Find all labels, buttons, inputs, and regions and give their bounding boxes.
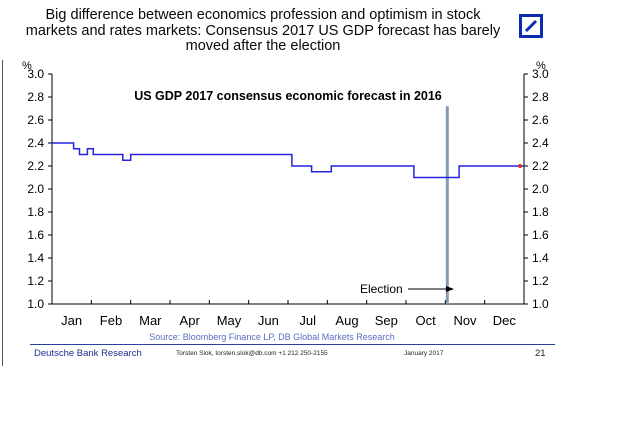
y-tick-label-left: 1.8 bbox=[27, 205, 44, 219]
x-tick-label: Sep bbox=[375, 313, 398, 328]
x-tick-label: Feb bbox=[100, 313, 122, 328]
chart-source: Source: Bloomberg Finance LP, DB Global … bbox=[149, 332, 394, 342]
x-tick-label: May bbox=[217, 313, 242, 328]
x-tick-label: Nov bbox=[453, 313, 477, 328]
y-tick-label-left: 1.0 bbox=[27, 297, 44, 311]
footer-organization: Deutsche Bank Research bbox=[34, 348, 142, 359]
latest-value-marker bbox=[518, 164, 523, 168]
election-arrow-head bbox=[446, 286, 454, 292]
y-tick-label-right: 2.0 bbox=[532, 182, 549, 196]
y-tick-label-right: 1.0 bbox=[532, 297, 549, 311]
y-tick-label-right: 2.6 bbox=[532, 113, 549, 127]
chart-title: US GDP 2017 consensus economic forecast … bbox=[134, 89, 442, 103]
y-tick-label-left: 3.0 bbox=[27, 67, 44, 81]
x-tick-label: Apr bbox=[180, 313, 201, 328]
y-tick-label-left: 2.6 bbox=[27, 113, 44, 127]
y-tick-label-left: 1.4 bbox=[27, 251, 44, 265]
footer-page-number: 21 bbox=[535, 348, 546, 359]
y-tick-label-left: 2.0 bbox=[27, 182, 44, 196]
x-tick-label: Mar bbox=[139, 313, 162, 328]
y-tick-label-right: 1.4 bbox=[532, 251, 549, 265]
footer-author: Torsten Slok, torsten.slok@db.com +1 212… bbox=[176, 350, 328, 357]
y-tick-label-right: 2.2 bbox=[532, 159, 549, 173]
x-tick-label: Dec bbox=[493, 313, 517, 328]
x-tick-label: Jan bbox=[61, 313, 82, 328]
y-tick-label-left: 2.8 bbox=[27, 90, 44, 104]
y-tick-label-right: 1.8 bbox=[532, 205, 549, 219]
y-axis-unit-right: % bbox=[536, 60, 546, 72]
logo-slash-icon bbox=[524, 19, 538, 33]
y-tick-label-left: 1.2 bbox=[27, 274, 44, 288]
y-axis-unit-left: % bbox=[22, 60, 32, 72]
deutsche-bank-logo-icon bbox=[519, 14, 543, 38]
y-tick-label-right: 2.8 bbox=[532, 90, 549, 104]
x-tick-label: Oct bbox=[416, 313, 437, 328]
y-tick-label-right: 1.2 bbox=[532, 274, 549, 288]
y-tick-label-right: 1.6 bbox=[532, 228, 549, 242]
x-tick-label: Jun bbox=[258, 313, 279, 328]
gdp-forecast-line bbox=[52, 142, 524, 179]
y-tick-label-right: 3.0 bbox=[532, 67, 549, 81]
y-tick-label-left: 1.6 bbox=[27, 228, 44, 242]
election-label: Election bbox=[360, 282, 403, 296]
footer-date: January 2017 bbox=[404, 350, 444, 357]
x-tick-label: Aug bbox=[335, 313, 358, 328]
page-left-rule bbox=[2, 60, 3, 366]
y-tick-label-right: 2.4 bbox=[532, 136, 549, 150]
y-tick-label-left: 2.4 bbox=[27, 136, 44, 150]
headline: Big difference between economics profess… bbox=[25, 7, 501, 54]
footer-divider bbox=[30, 344, 555, 345]
x-tick-label: Jul bbox=[299, 313, 316, 328]
y-tick-label-left: 2.2 bbox=[27, 159, 44, 173]
